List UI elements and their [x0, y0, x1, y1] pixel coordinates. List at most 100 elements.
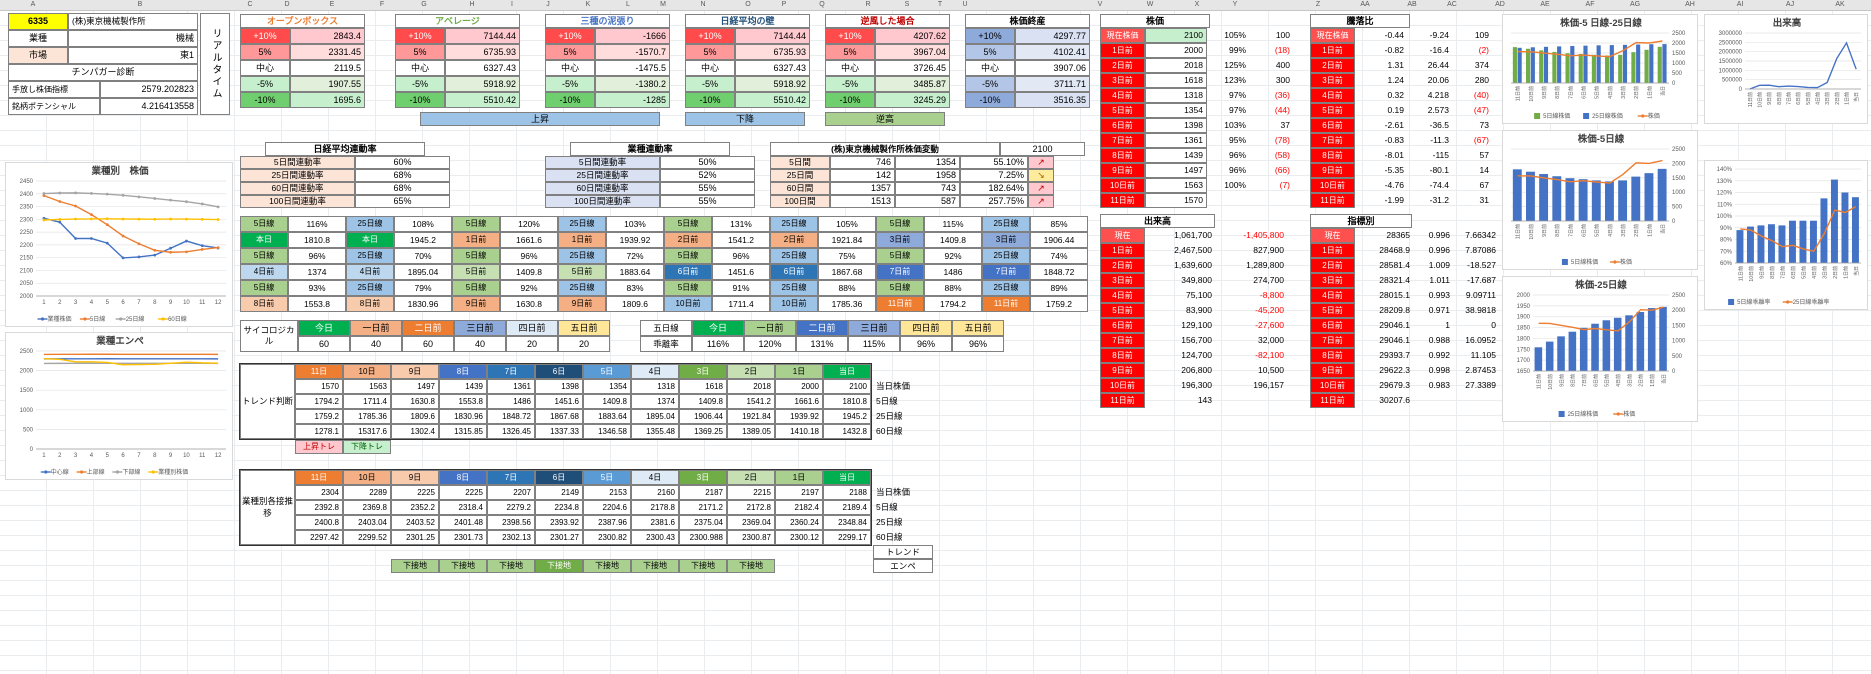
trend-table-day-header[interactable]: 3日 — [679, 364, 727, 379]
column-letter-AF[interactable]: AF — [1585, 1, 1595, 8]
sector-table-cell[interactable]: 2300.12 — [775, 530, 823, 545]
trend-table-cell[interactable]: 1346.58 — [583, 424, 631, 439]
trend-table-cell[interactable]: 1337.33 — [535, 424, 583, 439]
trend-table-cell[interactable]: 1830.96 — [439, 409, 487, 424]
index-day-label[interactable]: 現在 — [1310, 228, 1355, 243]
sector-table-cell[interactable]: 2225 — [439, 485, 487, 500]
ratio-grid-value[interactable]: 72% — [606, 248, 664, 264]
index-value[interactable]: 29622.3 — [1379, 365, 1410, 376]
range-box-value[interactable]: 3711.71 — [1015, 76, 1090, 92]
column-letter-X[interactable]: X — [1194, 1, 1200, 8]
column-letter-Z[interactable]: Z — [1315, 1, 1321, 8]
side-label-sector-table[interactable]: 業種別各接推移 — [240, 470, 295, 545]
trend-table-cell[interactable]: 1302.4 — [391, 424, 439, 439]
deviation-value[interactable]: 120% — [744, 336, 796, 352]
ratio-grid-label[interactable]: 9日前 — [452, 296, 500, 312]
sector-table-cell[interactable]: 2369.8 — [343, 500, 391, 515]
trend-table-cell[interactable]: 1895.04 — [631, 409, 679, 424]
ratio-grid-value[interactable]: 1711.4 — [712, 296, 770, 312]
price-value[interactable]: 1570 — [1145, 193, 1207, 208]
range-box-label[interactable]: 5% — [965, 44, 1015, 60]
price-value[interactable]: 1497 — [1145, 163, 1207, 178]
range-box-title[interactable]: アベレージ — [395, 14, 520, 28]
index-ratio[interactable]: 0.971 — [1428, 305, 1450, 316]
index-diff[interactable]: 2.87453 — [1465, 365, 1496, 376]
range-box-value[interactable]: 5510.42 — [445, 92, 520, 108]
updown-points[interactable]: 2.573 — [1427, 105, 1449, 116]
trend-table-cell[interactable]: 1945.2 — [823, 409, 871, 424]
ratio-grid-label[interactable]: 8日前 — [346, 296, 394, 312]
range-box-value[interactable]: 6327.43 — [735, 60, 810, 76]
ratio-grid-value[interactable]: 96% — [712, 248, 770, 264]
psych-value[interactable]: 20 — [558, 336, 610, 352]
ratio-grid-value[interactable]: 79% — [394, 280, 452, 296]
ratio-grid-label[interactable]: 1日前 — [452, 232, 500, 248]
deviation-value[interactable]: 96% — [900, 336, 952, 352]
price-change[interactable]: (78) — [1274, 135, 1290, 146]
updown-day-label[interactable]: 現在株価 — [1310, 28, 1355, 43]
sector-table-cell[interactable]: 2160 — [631, 485, 679, 500]
volume-day-label[interactable]: 10日前 — [1100, 378, 1145, 393]
range-box-value[interactable]: 2119.5 — [290, 60, 365, 76]
ratio-grid-label[interactable]: 25日線 — [346, 280, 394, 296]
psych-value[interactable]: 60 — [298, 336, 350, 352]
column-letter-J[interactable]: J — [546, 1, 550, 8]
column-letter-AI[interactable]: AI — [1736, 1, 1744, 8]
trend-table-cell[interactable]: 1570 — [295, 379, 343, 394]
index-day-label[interactable]: 7日前 — [1310, 333, 1355, 348]
psych-side-label[interactable]: サイコロジカル — [240, 320, 298, 352]
trend-table-cell[interactable]: 2000 — [775, 379, 823, 394]
updown-points[interactable]: -9.24 — [1429, 30, 1449, 41]
ratio-grid-label[interactable]: 5日線 — [664, 280, 712, 296]
sector-table-cell[interactable]: 2149 — [535, 485, 583, 500]
column-letter-F[interactable]: F — [379, 1, 385, 8]
trend-table-cell[interactable]: 1630.8 — [391, 394, 439, 409]
range-box-value[interactable]: 1695.6 — [290, 92, 365, 108]
range-box-label[interactable]: +10% — [240, 28, 290, 44]
trend-table-cell[interactable]: 1326.45 — [487, 424, 535, 439]
ratio-grid-label[interactable]: 5日線 — [452, 280, 500, 296]
updown-day-label[interactable]: 8日前 — [1310, 148, 1355, 163]
psych-ma-label[interactable]: 五日線 — [640, 320, 692, 336]
updown-points[interactable]: 20.06 — [1427, 75, 1449, 86]
correlation-value[interactable]: 60% — [355, 156, 450, 169]
sector-table-row-label[interactable]: 25日線 — [876, 517, 903, 528]
trend-table-cell[interactable]: 1711.4 — [343, 394, 391, 409]
sector-table-day-header[interactable]: 1日 — [775, 470, 823, 485]
variation-current-price[interactable]: 2100 — [1000, 142, 1085, 156]
ratio-grid-label[interactable]: 7日前 — [876, 264, 924, 280]
updown-pct[interactable]: -8.01 — [1384, 150, 1404, 161]
ratio-grid-label[interactable]: 2日前 — [770, 232, 818, 248]
trend-table-row-label[interactable]: 5日線 — [876, 396, 898, 407]
variation-label[interactable]: 5日間 — [770, 156, 830, 169]
trend-table-cell[interactable]: 1409.8 — [583, 394, 631, 409]
volume-value[interactable]: 83,900 — [1186, 305, 1212, 316]
support-cell[interactable]: 下接地 — [487, 559, 535, 573]
range-box-value[interactable]: -1285 — [595, 92, 670, 108]
range-box-label[interactable]: 中心 — [965, 60, 1015, 76]
column-letter-K[interactable]: K — [585, 1, 591, 8]
trend-table-cell[interactable]: 2100 — [823, 379, 871, 394]
range-box-title[interactable]: オープンボックス — [240, 14, 365, 28]
range-box-label[interactable]: 中心 — [395, 60, 445, 76]
index-day-label[interactable]: 5日前 — [1310, 303, 1355, 318]
range-box-value[interactable]: -1475.5 — [595, 60, 670, 76]
ratio-grid-value[interactable]: 1409.8 — [500, 264, 558, 280]
sector-table-cell[interactable]: 2301.27 — [535, 530, 583, 545]
range-box-value[interactable]: 6735.93 — [445, 44, 520, 60]
sector-table-cell[interactable]: 2381.6 — [631, 515, 679, 530]
trend-table-cell[interactable]: 1369.25 — [679, 424, 727, 439]
range-box-value[interactable]: 4297.77 — [1015, 28, 1090, 44]
volume-day-label[interactable]: 9日前 — [1100, 363, 1145, 378]
updown-points[interactable]: -80.1 — [1429, 165, 1449, 176]
sector-table-day-header[interactable]: 5日 — [583, 470, 631, 485]
sector-table-day-header[interactable]: 4日 — [631, 470, 679, 485]
ratio-grid-label[interactable]: 10日前 — [770, 296, 818, 312]
range-box-label[interactable]: -5% — [395, 76, 445, 92]
sector-table-cell[interactable]: 2393.92 — [535, 515, 583, 530]
ratio-grid-label[interactable]: 6日前 — [770, 264, 818, 280]
market-value-cell[interactable]: 東1 — [68, 47, 198, 64]
updown-diff[interactable]: (47) — [1473, 105, 1489, 116]
ratio-grid-label[interactable]: 5日線 — [664, 248, 712, 264]
price-change[interactable]: 100 — [1275, 30, 1290, 41]
